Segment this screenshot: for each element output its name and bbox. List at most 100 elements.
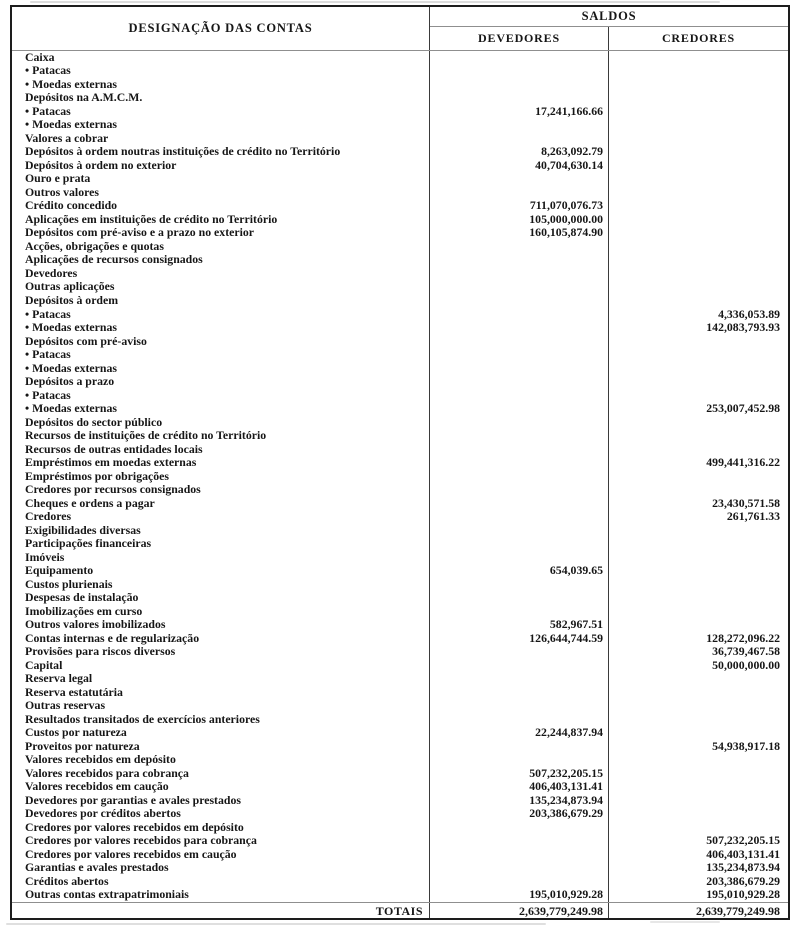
- account-label: Valores recebidos em depósito: [25, 752, 176, 767]
- account-label: Despesas de instalação: [25, 590, 139, 605]
- devedores-value: 195,010,929.28: [429, 888, 608, 902]
- table-row: Exigibilidades diversas: [12, 523, 788, 538]
- devedores-value: [429, 307, 608, 322]
- credores-value: 23,430,571.58: [608, 496, 788, 511]
- table-row: Credores 261,761.33: [12, 510, 788, 524]
- credores-value: [608, 51, 788, 65]
- account-label: Caixa: [25, 49, 55, 64]
- column-header-designacao: DESIGNAÇÃO DAS CONTAS: [128, 21, 313, 35]
- devedores-value: [429, 510, 608, 524]
- account-label: Acções, obrigações e quotas: [25, 238, 164, 253]
- account-label: Recursos de outras entidades locais: [25, 441, 203, 456]
- table-row: Proveitos por natureza 54,938,917.18: [12, 739, 788, 754]
- table-row: Contas internas e de regularização 126,64…: [12, 631, 788, 646]
- devedores-value: 8,263,092.79: [429, 145, 608, 160]
- account-label: • Moedas externas: [25, 401, 117, 416]
- table-row: Provisões para riscos diversos 36,739,467…: [12, 645, 788, 659]
- account-label: • Moedas externas: [25, 117, 117, 132]
- table-row: Garantias e avales prestados 135,234,873.…: [12, 861, 788, 875]
- credores-value: [608, 64, 788, 79]
- devedores-value: [429, 132, 608, 146]
- devedores-value: [429, 442, 608, 457]
- devedores-value: 22,244,837.94: [429, 726, 608, 740]
- devedores-value: [429, 577, 608, 592]
- table-row: Devedores por garantias e avales prestad…: [12, 792, 788, 808]
- saldos-subheaders: DEVEDORES CREDORES: [430, 27, 788, 50]
- credores-value: [608, 105, 788, 119]
- table-row: Empréstimos por obrigações: [12, 468, 788, 484]
- table-row: Aplicações em instituições de crédito no…: [12, 213, 788, 227]
- table-row: Outras reservas: [12, 699, 788, 713]
- table-row: Valores recebidos em depósito: [12, 753, 788, 767]
- table-row: Caixa: [12, 51, 788, 65]
- devedores-value: [429, 253, 608, 268]
- table-row: Custos plurienais: [12, 577, 788, 592]
- credores-value: [608, 226, 788, 241]
- credores-value: 4,336,053.89: [608, 307, 788, 322]
- credores-value: [608, 726, 788, 740]
- devedores-value: [429, 375, 608, 389]
- account-label: Credores por valores recebidos em caução: [25, 846, 237, 861]
- account-label: Valores recebidos em caução: [25, 779, 169, 794]
- table-row: Devedores por créditos abertos 203,386,67…: [12, 807, 788, 821]
- credores-value: 195,010,929.28: [608, 888, 788, 902]
- account-label: Equipamento: [25, 563, 94, 578]
- credores-value: 261,761.33: [608, 510, 788, 524]
- credores-value: [608, 78, 788, 92]
- table-row: • Moedas externas 142,083,793.93: [12, 321, 788, 335]
- scan-artifact-bottom: [6, 923, 546, 925]
- credores-value: [608, 564, 788, 578]
- account-label: Depósitos com pré-aviso: [25, 333, 147, 348]
- account-label: Depósitos na A.M.C.M.: [25, 90, 143, 105]
- table-row: Outras aplicações: [12, 279, 788, 295]
- credores-value: [608, 186, 788, 200]
- devedores-value: [429, 267, 608, 281]
- devedores-value: [429, 51, 608, 65]
- credores-value: [608, 172, 788, 187]
- table-row: Credores por valores recebidos em caução…: [12, 846, 788, 862]
- devedores-value: [429, 334, 608, 349]
- devedores-value: [429, 64, 608, 79]
- credores-value: [608, 699, 788, 713]
- totals-devedores-value: 2,639,779,249.98: [429, 903, 608, 918]
- credores-value: 36,739,467.58: [608, 645, 788, 659]
- table-row: Cheques e ordens a pagar 23,430,571.58: [12, 496, 788, 511]
- table-row: Outras contas extrapatrimoniais 195,010,9…: [12, 888, 788, 902]
- credores-value: 135,234,873.94: [608, 861, 788, 875]
- totals-row: TOTAIS 2,639,779,249.98 2,639,779,249.98: [12, 902, 788, 918]
- account-label: Provisões para riscos diversos: [25, 644, 176, 659]
- account-label: Outras contas extrapatrimoniais: [25, 887, 189, 902]
- credores-value: 253,007,452.98: [608, 402, 788, 416]
- table-row: Depósitos com pré-aviso: [12, 333, 788, 349]
- credores-value: [608, 267, 788, 281]
- devedores-value: 406,403,131.41: [429, 780, 608, 794]
- devedores-value: [429, 820, 608, 835]
- credores-value: [608, 91, 788, 106]
- devedores-value: [429, 834, 608, 848]
- table-row: Imóveis: [12, 549, 788, 565]
- account-label: Devedores por garantias e avales prestad…: [25, 792, 241, 807]
- devedores-value: 105,000,000.00: [429, 213, 608, 227]
- credores-value: [608, 685, 788, 700]
- table-row: Recursos de outras entidades locais: [12, 441, 788, 457]
- totals-label: TOTAIS: [375, 903, 423, 918]
- credores-value: [608, 145, 788, 160]
- table-row: Participações financeiras: [12, 537, 788, 551]
- account-label: Imóveis: [25, 549, 65, 564]
- account-label: Outras aplicações: [25, 279, 115, 294]
- account-label: Resultados transitados de exercícios ant…: [25, 711, 260, 726]
- devedores-value: [429, 861, 608, 875]
- account-label: Empréstimos por obrigações: [25, 468, 169, 483]
- credores-value: 142,083,793.93: [608, 321, 788, 335]
- devedores-value: [429, 118, 608, 133]
- credores-value: [608, 672, 788, 686]
- devedores-value: [429, 78, 608, 92]
- devedores-value: [429, 753, 608, 767]
- devedores-value: [429, 240, 608, 254]
- devedores-value: 135,234,873.94: [429, 793, 608, 808]
- credores-value: 128,272,096.22: [608, 631, 788, 646]
- table-row: • Patacas: [12, 348, 788, 362]
- table-row: • Moedas externas: [12, 117, 788, 133]
- devedores-value: [429, 456, 608, 470]
